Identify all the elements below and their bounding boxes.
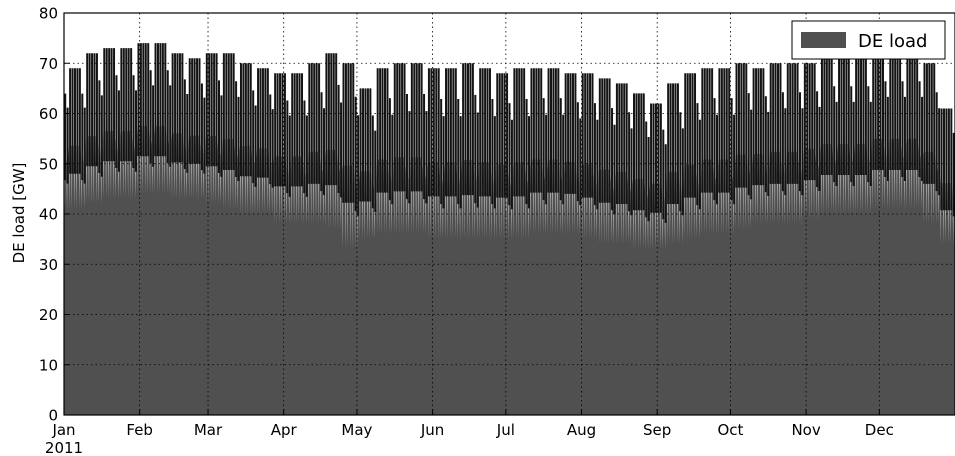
x-tick-label: Jan	[51, 421, 75, 439]
y-tick-label: 10	[39, 356, 58, 374]
data-layer	[64, 43, 955, 416]
x-tick-sublabel: 2011	[45, 439, 83, 456]
x-tick-label: Nov	[791, 421, 820, 439]
y-tick-label: 80	[39, 5, 58, 23]
x-tick-label: Apr	[271, 421, 298, 439]
x-tick-label: May	[341, 421, 372, 439]
legend: DE load	[791, 20, 946, 60]
de-load-daily-marks	[64, 43, 955, 223]
x-tick-label: Oct	[717, 421, 743, 439]
y-tick-label: 0	[48, 407, 58, 425]
y-tick-label: 50	[39, 155, 58, 173]
x-tick-label: Jul	[496, 421, 515, 439]
de-load-area-fill	[64, 43, 955, 416]
x-tick-label: Mar	[194, 421, 223, 439]
x-tick-label: Jun	[420, 421, 444, 439]
legend-swatch-de-load	[801, 32, 846, 48]
y-tick-label: 30	[39, 256, 58, 274]
de-load-area	[64, 43, 955, 416]
y-tick-label: 70	[39, 55, 58, 73]
y-tick-label: 40	[39, 206, 58, 224]
x-tick-label: Sep	[643, 421, 671, 439]
x-tick-label: Feb	[126, 421, 153, 439]
y-tick-label: 60	[39, 105, 58, 123]
grid	[64, 13, 955, 415]
legend-label-de-load: DE load	[858, 31, 927, 52]
y-tick-label: 20	[39, 306, 58, 324]
x-tick-label: Dec	[865, 421, 894, 439]
x-tick-label: Aug	[567, 421, 596, 439]
y-axis-label: DE load [GW]	[10, 163, 28, 264]
